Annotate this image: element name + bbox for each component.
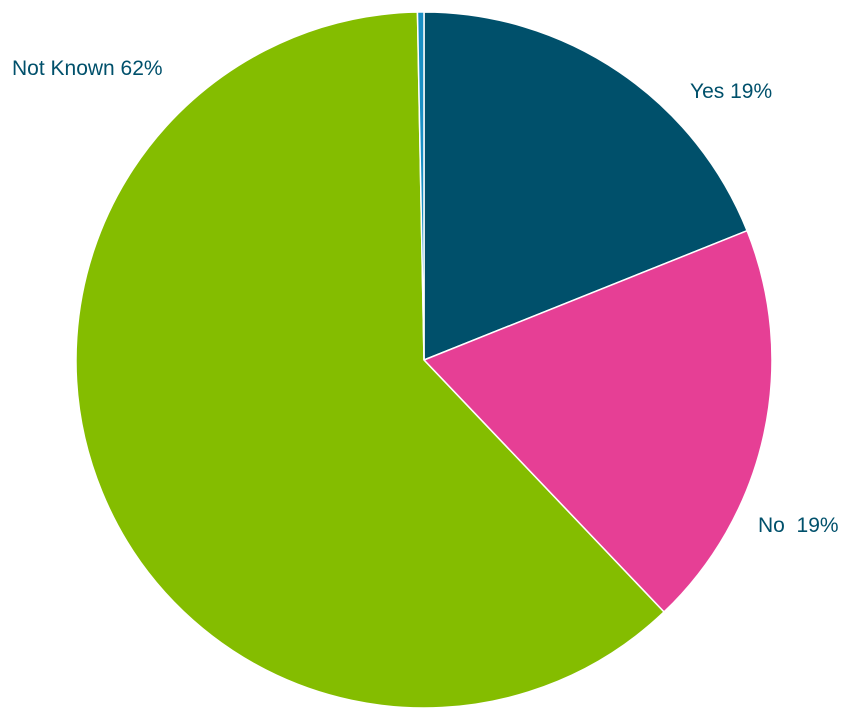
slice-label-no: No 19% bbox=[758, 514, 839, 537]
pie-slice-extra-3 bbox=[416, 11, 425, 361]
slice-label-not-known: Not Known 62% bbox=[12, 57, 163, 80]
pie-slice-no bbox=[422, 229, 773, 614]
pie-slices bbox=[75, 11, 773, 709]
slice-label-yes: Yes 19% bbox=[690, 80, 772, 103]
pie-slice-yes bbox=[423, 11, 749, 362]
pie-labels: Yes 19% No 19% Not Known 62% bbox=[12, 57, 839, 537]
pie-slice-not-known bbox=[75, 11, 666, 709]
